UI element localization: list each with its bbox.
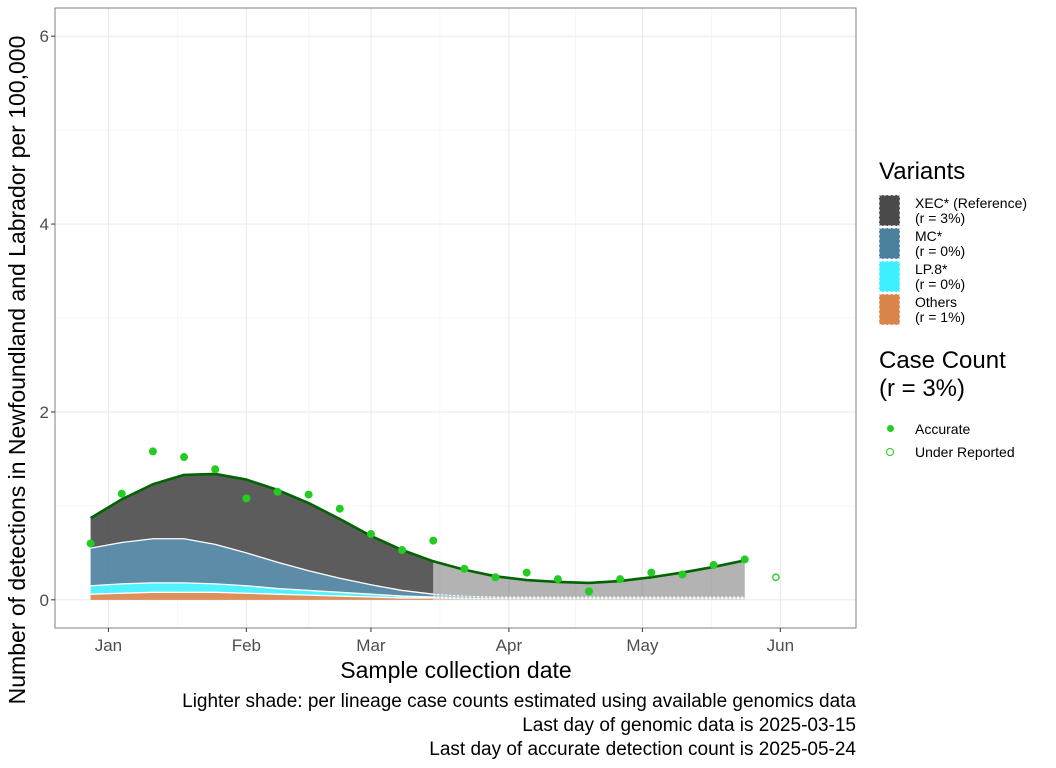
accurate-point bbox=[553, 575, 562, 584]
caption-line-2: Last day of genomic data is 2025-03-15 bbox=[522, 715, 856, 736]
accurate-point bbox=[585, 587, 593, 596]
area-lp-8-dark bbox=[90, 582, 434, 598]
area-xec-reference-dark bbox=[90, 473, 434, 595]
plot-panel-border bbox=[54, 7, 857, 629]
legend-label-others: Others (r = 1%) bbox=[915, 293, 966, 325]
legend-item-accurate: Accurate bbox=[879, 417, 1054, 440]
x-axis-ticks: Jan Feb Mar Apr May Jun bbox=[95, 628, 794, 655]
under-reported-point-icon bbox=[886, 447, 894, 456]
accurate-point bbox=[429, 536, 438, 545]
accurate-point bbox=[647, 568, 656, 577]
accurate-point bbox=[491, 573, 500, 582]
y-tick-label: 2 bbox=[40, 403, 49, 422]
accurate-point bbox=[86, 539, 95, 548]
x-tick-label: May bbox=[626, 636, 659, 655]
legend-swatch-others bbox=[879, 294, 900, 325]
accurate-point bbox=[242, 494, 251, 503]
x-tick-label: Jun bbox=[767, 636, 794, 655]
y-axis-ticks: 0 2 4 6 bbox=[40, 27, 55, 610]
area-others-dark bbox=[90, 592, 434, 600]
legend-case-count-title: Case Count (r = 3%) bbox=[879, 347, 1006, 402]
accurate-point bbox=[211, 465, 220, 474]
legend: Variants XEC* (Reference) (r = 3%) MC* (… bbox=[879, 158, 1054, 463]
accurate-point bbox=[117, 489, 126, 498]
legend-item-mc: MC* (r = 0%) bbox=[879, 227, 1054, 260]
accurate-point bbox=[740, 555, 749, 564]
accurate-point bbox=[273, 487, 282, 496]
variant-areas bbox=[90, 473, 745, 600]
legend-variants-title: Variants bbox=[879, 158, 966, 185]
under-reported-point bbox=[772, 573, 780, 582]
area-others-genomic bbox=[90, 592, 434, 600]
legend-label-under-reported: Under Reported bbox=[915, 443, 1015, 460]
accurate-point bbox=[709, 561, 718, 570]
y-tick-label: 0 bbox=[40, 591, 49, 610]
case-count-points bbox=[86, 447, 780, 596]
accurate-point bbox=[522, 568, 531, 577]
accurate-point bbox=[335, 504, 344, 513]
accurate-point bbox=[398, 546, 407, 555]
accurate-point bbox=[460, 564, 469, 573]
legend-label-accurate: Accurate bbox=[915, 420, 971, 437]
x-tick-label: Apr bbox=[496, 636, 523, 655]
total-curve bbox=[89, 472, 746, 585]
caption: Lighter shade: per lineage case counts e… bbox=[182, 690, 856, 762]
legend-swatch-xec bbox=[879, 195, 900, 226]
accurate-point bbox=[366, 530, 375, 539]
x-tick-label: Mar bbox=[356, 636, 386, 655]
area-lp-8-genomic bbox=[90, 582, 434, 598]
layer-boundary-line bbox=[90, 582, 434, 598]
legend-item-lp8: LP.8* (r = 0%) bbox=[879, 260, 1054, 293]
caption-line-1: Lighter shade: per lineage case counts e… bbox=[182, 691, 856, 712]
accurate-point bbox=[180, 453, 189, 462]
accurate-point bbox=[678, 570, 687, 579]
accurate-point bbox=[148, 447, 157, 456]
layer-boundary-line bbox=[90, 591, 434, 599]
legend-swatch-mc bbox=[879, 228, 900, 259]
area-xec-reference-estimated bbox=[433, 560, 745, 597]
legend-label-mc: MC* (r = 0%) bbox=[915, 227, 966, 259]
y-tick-label: 4 bbox=[40, 215, 49, 234]
legend-item-others: Others (r = 1%) bbox=[879, 293, 1054, 326]
area-xec-reference-genomic bbox=[90, 473, 434, 595]
legend-item-xec: XEC* (Reference) (r = 3%) bbox=[879, 194, 1054, 227]
accurate-point-icon bbox=[886, 425, 894, 432]
layer-boundary-line bbox=[90, 538, 434, 595]
legend-label-lp8: LP.8* (r = 0%) bbox=[915, 260, 966, 292]
x-tick-label: Feb bbox=[232, 636, 261, 655]
area-xec-reference-light bbox=[433, 560, 745, 597]
caption-line-3: Last day of accurate detection count is … bbox=[429, 739, 856, 760]
x-axis-title: Sample collection date bbox=[340, 657, 571, 683]
y-tick-label: 6 bbox=[40, 27, 49, 46]
total-detection-curve bbox=[89, 472, 746, 585]
accurate-point bbox=[304, 490, 313, 499]
y-axis-title: Number of detections in Newfoundland and… bbox=[4, 36, 30, 705]
x-tick-label: Jan bbox=[95, 636, 122, 655]
legend-swatch-lp8 bbox=[879, 261, 900, 292]
accurate-point bbox=[616, 575, 625, 584]
legend-label-xec: XEC* (Reference) (r = 3%) bbox=[915, 194, 1028, 226]
legend-item-under-reported: Under Reported bbox=[879, 440, 1054, 463]
